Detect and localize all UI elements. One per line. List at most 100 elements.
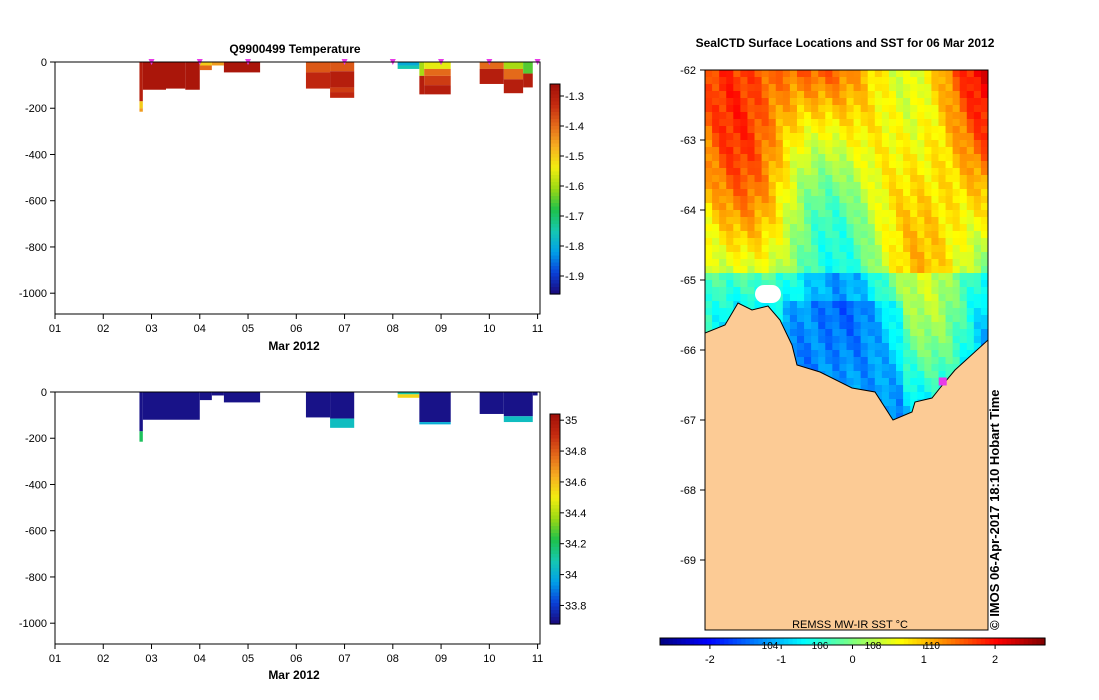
sst-cell xyxy=(888,119,897,127)
sst-colorbar-swatch xyxy=(664,638,670,645)
sst-cell xyxy=(903,196,911,204)
sst-cell xyxy=(874,364,883,372)
sst-cell xyxy=(796,315,805,323)
sst-cell xyxy=(910,350,918,358)
sst-cell xyxy=(917,154,925,162)
sst-cell xyxy=(733,112,741,120)
sst-cell xyxy=(846,70,855,78)
sst-cell xyxy=(860,350,869,358)
sst-cell xyxy=(917,273,925,281)
sst-cell xyxy=(910,91,918,99)
sst-cell xyxy=(966,252,975,260)
sst-cell xyxy=(938,259,947,267)
sst-cell xyxy=(860,238,869,246)
sst-cell xyxy=(789,210,798,218)
sst-cell xyxy=(825,245,833,253)
sst-cell xyxy=(931,252,939,260)
sst-cell xyxy=(804,189,812,197)
sst-cell xyxy=(818,280,826,288)
sst-cell xyxy=(903,343,911,351)
sst-cell xyxy=(938,350,947,358)
salinity-profiles xyxy=(139,392,538,442)
sst-cell xyxy=(910,147,918,155)
sst-cell xyxy=(705,266,713,274)
sst-cell xyxy=(726,280,734,288)
sst-cell xyxy=(959,70,968,78)
sst-cell xyxy=(740,133,748,141)
sst-colorbar-swatch xyxy=(818,638,824,645)
sst-cell xyxy=(726,196,734,204)
sst-cell xyxy=(811,301,819,309)
sst-cell xyxy=(705,252,713,260)
sst-cell xyxy=(966,329,975,337)
sst-cell xyxy=(768,154,777,162)
sst-cell xyxy=(896,154,904,162)
profile-cell xyxy=(139,101,143,109)
sst-cell xyxy=(938,245,947,253)
sst-cell xyxy=(818,217,826,225)
sst-cell xyxy=(839,259,847,267)
sst-cell xyxy=(761,112,770,120)
sst-colorbar-swatch xyxy=(899,638,905,645)
sst-cell xyxy=(789,140,798,148)
sst-cell xyxy=(966,133,975,141)
sst-cell xyxy=(747,252,756,260)
sst-cell xyxy=(931,294,939,302)
sst-cell xyxy=(719,84,727,92)
sst-cell xyxy=(811,182,819,190)
colorbar-swatch xyxy=(550,238,560,243)
sst-cell xyxy=(867,238,876,246)
sst-cell xyxy=(825,105,833,113)
sst-cell xyxy=(903,126,911,134)
colorbar-swatch xyxy=(550,182,560,187)
sst-cell xyxy=(860,266,869,274)
sst-cell xyxy=(860,224,869,232)
sst-cell xyxy=(804,84,812,92)
sst-cell xyxy=(853,294,862,302)
sst-cell xyxy=(804,322,812,330)
sst-cell xyxy=(959,357,968,365)
sst-cell xyxy=(789,161,798,169)
sst-cell xyxy=(818,154,826,162)
colorbar-frame xyxy=(549,83,561,295)
sst-cell xyxy=(888,238,897,246)
x-tick-label: 09 xyxy=(435,653,447,665)
sst-cell xyxy=(775,252,784,260)
sst-cell xyxy=(712,112,720,120)
sst-cell xyxy=(959,329,968,337)
colorbar-label: -1.8 xyxy=(565,241,584,253)
sst-cell xyxy=(959,217,968,225)
profile-cell xyxy=(424,75,451,86)
sst-cell xyxy=(846,238,855,246)
sst-cell xyxy=(952,308,961,316)
sst-cell xyxy=(973,147,982,155)
sst-cell xyxy=(853,266,862,274)
sst-cell xyxy=(874,238,883,246)
sst-cell xyxy=(846,252,855,260)
sst-cell xyxy=(719,266,727,274)
sst-cell xyxy=(853,322,862,330)
sst-cell xyxy=(839,266,847,274)
sst-cell xyxy=(945,98,954,106)
sst-cell xyxy=(896,392,904,400)
sst-cell xyxy=(931,196,939,204)
sst-cell xyxy=(860,182,869,190)
profile-cell xyxy=(503,79,524,94)
sst-cell xyxy=(768,119,777,127)
sst-cell xyxy=(896,371,904,379)
profile-cell xyxy=(397,62,420,66)
sst-colorbar-swatch xyxy=(968,638,973,645)
sst-cell xyxy=(719,119,727,127)
sst-cell xyxy=(768,91,777,99)
sst-cell xyxy=(924,168,932,176)
sst-cell xyxy=(818,259,826,267)
sst-cell xyxy=(726,210,734,218)
sst-cell xyxy=(768,161,777,169)
sst-cell xyxy=(796,70,805,78)
sst-cell xyxy=(910,392,918,400)
sst-cell xyxy=(796,301,805,309)
sst-cell xyxy=(853,301,862,309)
sst-cell xyxy=(903,84,911,92)
sst-cell xyxy=(712,210,720,218)
sst-cell xyxy=(917,224,925,232)
